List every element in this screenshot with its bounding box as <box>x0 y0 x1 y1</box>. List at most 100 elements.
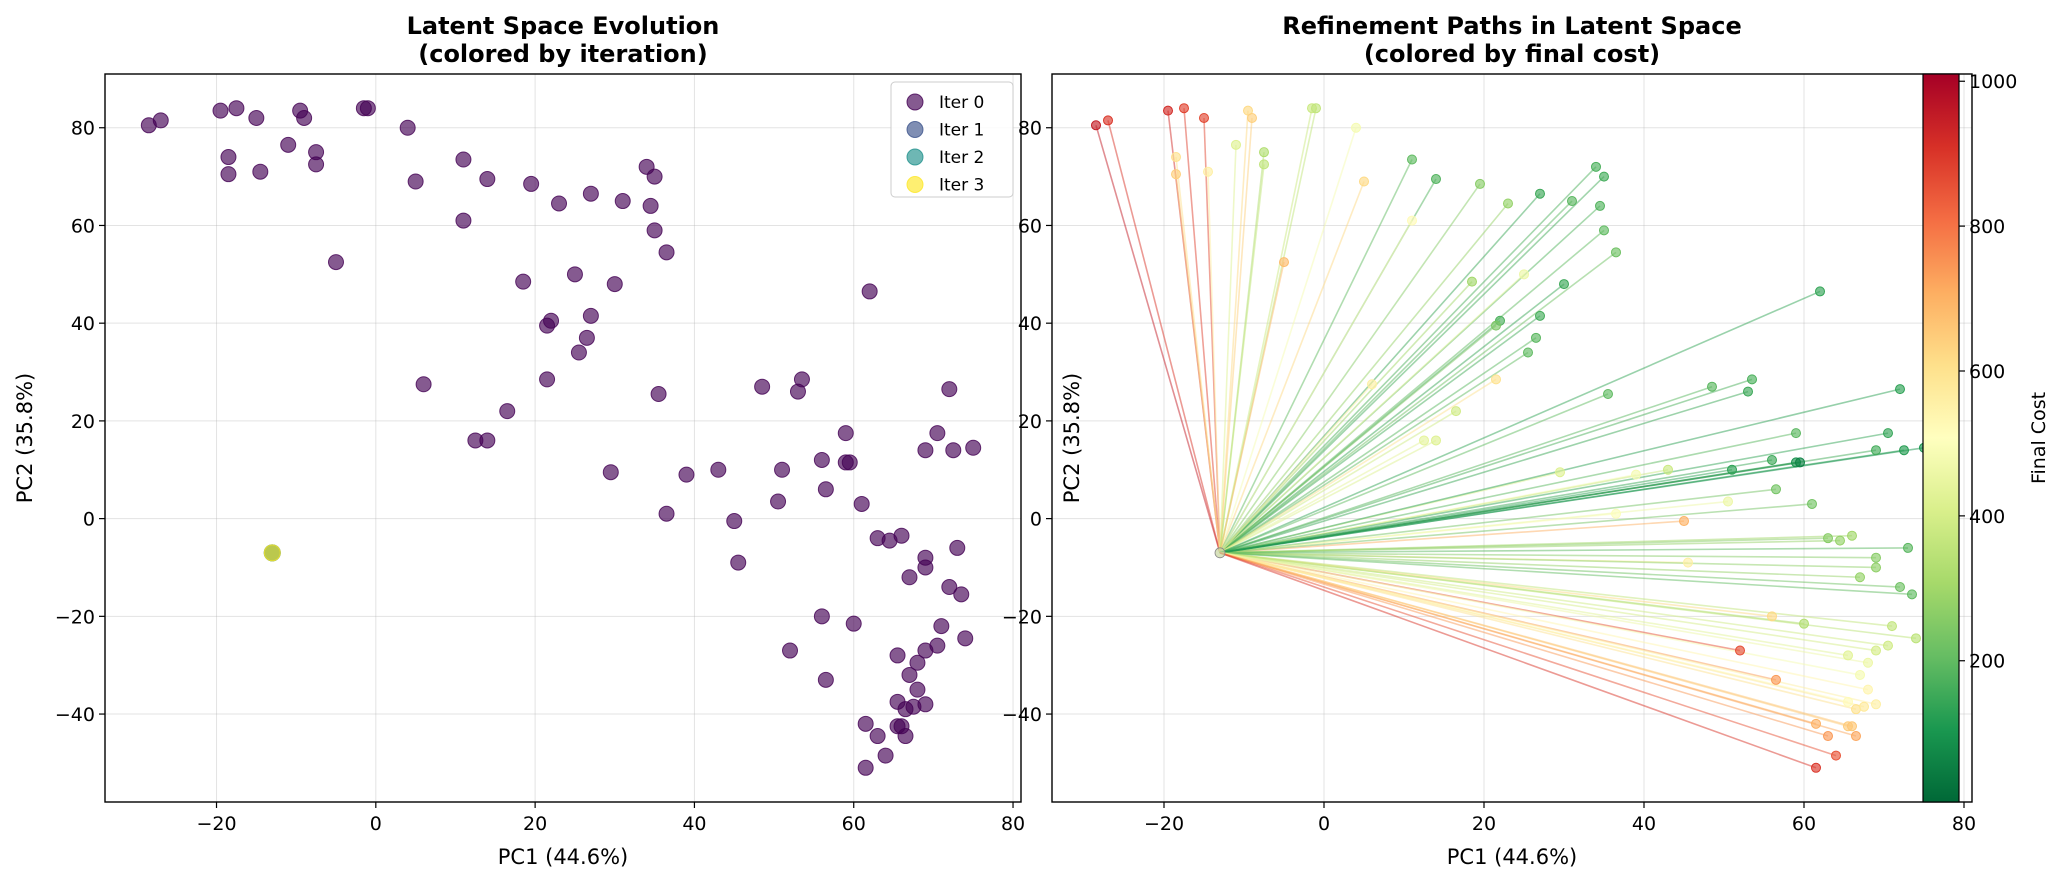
iter0-point <box>730 554 747 571</box>
y-tick-label: 20 <box>1018 411 1042 433</box>
iter0-point <box>570 344 587 361</box>
refinement-path <box>1219 378 1497 554</box>
path-endpoint <box>1911 633 1921 644</box>
refinement-path <box>1219 351 1529 554</box>
iter0-point <box>897 728 914 745</box>
refinement-path <box>1207 171 1221 553</box>
iter0-point <box>917 642 934 659</box>
path-endpoint <box>1791 428 1801 439</box>
refinement-path <box>1219 202 1509 554</box>
path-endpoint <box>1591 161 1601 172</box>
iter0-point <box>845 615 862 632</box>
iter0-point <box>455 212 472 229</box>
iter0-point <box>965 439 982 456</box>
colorbar-tick-label: 1000 <box>1969 71 2017 93</box>
refinement-path <box>1219 383 1373 554</box>
path-endpoint <box>1903 542 1913 553</box>
path-endpoint <box>1171 152 1181 163</box>
iter0-point <box>813 608 830 625</box>
path-endpoint <box>1559 279 1569 290</box>
refinement-path <box>1219 552 1865 708</box>
left-x-axis-label: PC1 (44.6%) <box>498 845 628 869</box>
iter0-point <box>602 464 619 481</box>
path-endpoint <box>1179 103 1189 114</box>
path-endpoint <box>1843 650 1853 661</box>
iter0-point <box>551 195 568 212</box>
y-tick-label: 80 <box>1018 118 1042 140</box>
iter0-point <box>455 151 472 168</box>
path-endpoint <box>1523 347 1533 358</box>
iter0-point <box>220 166 237 183</box>
colorbar-tick-label: 800 <box>1969 216 2005 238</box>
refinement-path <box>1219 261 1285 553</box>
colorbar-ticks: 200 400 600 800 1000 <box>1959 71 2017 673</box>
path-endpoint <box>1359 176 1369 187</box>
path-endpoint <box>1451 406 1461 417</box>
x-tick-label: 0 <box>370 813 382 835</box>
iter0-point <box>813 451 830 468</box>
iter0-point <box>359 100 376 117</box>
legend-marker <box>906 148 924 166</box>
path-endpoint <box>1279 257 1289 268</box>
iter0-point <box>523 175 540 192</box>
refinement-path <box>1219 251 1617 554</box>
colorbar: 200 400 600 800 1000 Final Cost <box>1922 71 2050 803</box>
path-endpoint <box>1771 484 1781 495</box>
x-tick-label: 20 <box>1472 813 1496 835</box>
path-endpoint <box>1199 112 1209 123</box>
path-endpoint <box>1367 379 1377 390</box>
iter0-point <box>857 759 874 776</box>
path-origin <box>1214 547 1226 559</box>
x-tick-label: −20 <box>1144 813 1184 835</box>
iter0-point <box>650 386 667 403</box>
right-axes-frame <box>1051 73 1973 803</box>
path-endpoint <box>1491 374 1501 385</box>
right-x-axis-label: PC1 (44.6%) <box>1447 845 1577 869</box>
path-endpoint <box>1795 457 1805 468</box>
path-endpoint <box>1727 464 1737 475</box>
left-chart-title: Latent Space Evolution <box>407 12 720 40</box>
iter0-point <box>726 513 743 530</box>
path-endpoint <box>1799 618 1809 629</box>
path-endpoint <box>1535 310 1545 321</box>
refinement-path <box>1219 552 1853 728</box>
iter0-point <box>770 493 787 510</box>
refinement-path <box>1219 144 1237 553</box>
y-tick-label: −20 <box>55 606 95 628</box>
iter0-point <box>566 266 583 283</box>
legend-label: Iter 1 <box>939 121 984 141</box>
refinement-path <box>1219 385 1713 554</box>
y-tick-label: −20 <box>1002 606 1042 628</box>
iter0-point <box>280 136 297 153</box>
refinement-path <box>1219 552 1861 579</box>
path-endpoint <box>1747 374 1757 385</box>
right-y-axis-label: PC2 (35.8%) <box>1060 373 1084 503</box>
iter0-point <box>710 461 727 478</box>
refinement-path <box>1219 439 1437 554</box>
path-endpoint <box>1663 464 1673 475</box>
iter0-point <box>853 495 870 512</box>
path-endpoint <box>1835 535 1845 546</box>
path-endpoint <box>1831 750 1841 761</box>
path-endpoint <box>1259 159 1269 170</box>
refinement-path <box>1183 108 1221 553</box>
left-chart-subtitle: (colored by iteration) <box>418 40 707 68</box>
iter0-point <box>646 222 663 239</box>
path-endpoint <box>1567 196 1577 207</box>
path-endpoint <box>1407 215 1417 226</box>
path-endpoint <box>1823 533 1833 544</box>
path-endpoint <box>1171 169 1181 180</box>
iter0-point <box>901 666 918 683</box>
refinement-path <box>1219 183 1481 554</box>
path-endpoint <box>1163 105 1173 116</box>
path-endpoint <box>1603 389 1613 400</box>
path-endpoint <box>1843 696 1853 707</box>
x-tick-label: 0 <box>1318 813 1330 835</box>
refinement-path <box>1175 174 1221 553</box>
iter0-point <box>953 586 970 603</box>
path-endpoint <box>1631 469 1641 480</box>
refinement-path <box>1219 315 1541 554</box>
iter0-point <box>248 109 265 126</box>
path-endpoint <box>1467 276 1477 287</box>
x-tick-label: 40 <box>682 813 706 835</box>
